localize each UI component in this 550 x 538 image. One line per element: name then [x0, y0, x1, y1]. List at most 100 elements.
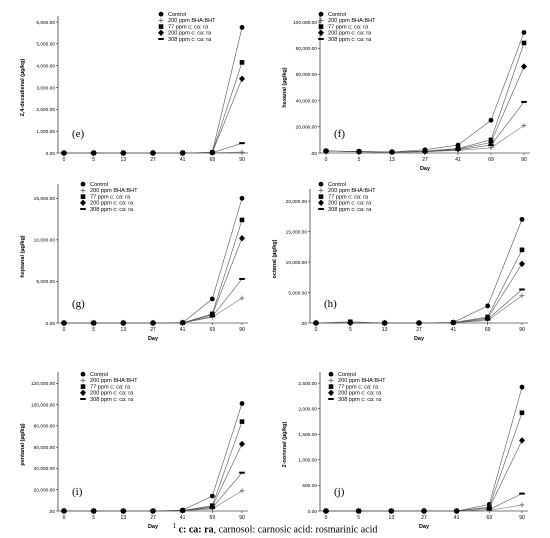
y-tick-label: 5,000.00 [288, 290, 307, 296]
legend-label-5: 308 ppm c: ca: ra [338, 397, 382, 403]
x-axis-label: Day [414, 336, 425, 342]
x-tick-label: 41 [180, 327, 186, 333]
y-tick-label: 20,000.00 [34, 488, 56, 494]
y-tick-label: 40,000.00 [34, 466, 56, 472]
x-tick-label: 5 [92, 327, 95, 333]
data-point-s5 [61, 322, 67, 324]
legend-label-4: 200 ppm c: ca: ra [90, 391, 134, 397]
y-tick-label: .00 [310, 151, 317, 157]
x-tick-label: 90 [239, 515, 245, 521]
series-line-1 [64, 27, 243, 154]
panel-label: (h) [324, 298, 337, 310]
x-tick-label: 13 [121, 327, 127, 333]
x-tick-label: 13 [389, 157, 395, 163]
y-tick-label: 1,000.00 [298, 458, 317, 464]
series-line-2 [316, 295, 523, 324]
chart-panel-6: 0.00 500.00 1,000.00 1,500.00 2,000.00 2,500.… [282, 371, 528, 530]
y-axis-label: 2,4-decadienal (µg/kg) [20, 59, 26, 117]
legend-label-2: 200 ppm BHA:BHT [328, 18, 376, 24]
x-tick-label: 13 [121, 515, 127, 521]
legend-label-3: 77 ppm c: ca: ra [168, 24, 209, 30]
x-tick-label: 13 [382, 327, 388, 333]
data-point-s4 [488, 139, 494, 146]
data-point-s5 [389, 151, 395, 154]
legend-marker-3 [80, 384, 86, 389]
legend-marker-3 [318, 24, 324, 29]
data-point-s5 [388, 510, 395, 512]
legend-label-3: 77 ppm c: ca: ra [90, 384, 131, 390]
data-point-s2 [239, 295, 245, 301]
series-line-3 [325, 42, 525, 153]
data-point-s5 [486, 508, 493, 511]
legend-marker-1 [318, 181, 324, 187]
y-tick-label: 40,000.00 [296, 98, 318, 104]
legend-label-1: Control [328, 182, 346, 188]
y-axis-label: octanal (µg/kg) [272, 239, 278, 278]
series-line-4 [326, 440, 523, 512]
data-point-s5 [381, 322, 388, 324]
series-line-4 [64, 238, 243, 324]
legend-marker-2 [80, 188, 86, 193]
legend-label-3: 77 ppm c: ca: ra [328, 194, 369, 200]
y-tick-label: 120,000.00 [31, 381, 55, 387]
y-tick-label: 2,000.00 [298, 406, 317, 412]
data-point-s5 [355, 510, 362, 512]
legend-label-1: Control [338, 372, 356, 378]
data-point-s1 [209, 296, 215, 302]
legend-marker-1 [80, 181, 86, 187]
x-tick-label: 0 [325, 515, 328, 521]
x-tick-label: 69 [210, 157, 216, 163]
data-point-s5 [239, 142, 245, 145]
x-tick-label: 90 [239, 157, 245, 163]
legend-marker-5 [80, 208, 86, 210]
legend-label-4: 200 ppm c: ca: ra [328, 201, 372, 207]
data-point-s5 [347, 322, 354, 324]
legend-marker-3 [158, 24, 164, 29]
legend-label-5: 308 ppm c: ca: ra [328, 207, 372, 213]
data-point-s1 [519, 216, 525, 222]
x-tick-label: 41 [180, 515, 186, 521]
y-tick-label: 15,000.00 [34, 196, 56, 202]
panel-label: (j) [334, 486, 345, 498]
data-point-s5 [61, 510, 67, 512]
x-tick-label: 13 [121, 157, 127, 163]
series-line-2 [64, 297, 243, 324]
legend-marker-1 [80, 371, 86, 377]
legend-marker-5 [158, 38, 164, 40]
x-tick-label: 27 [422, 157, 428, 163]
panel-label: (g) [72, 298, 85, 310]
legend-marker-4 [318, 199, 324, 206]
legend-marker-3 [80, 194, 86, 199]
data-point-s3 [239, 60, 245, 65]
data-point-s1 [519, 384, 525, 390]
y-tick-label: 0.00 [46, 151, 56, 157]
footnote-marker: 1 [172, 522, 177, 530]
legend-marker-2 [318, 18, 324, 23]
series-line-3 [315, 249, 523, 324]
legend-marker-2 [318, 188, 324, 193]
panel-label: (i) [72, 486, 83, 498]
legend-marker-4 [318, 29, 324, 36]
legend-label-2: 200 ppm BHA:BHT [90, 378, 138, 384]
footnote-text: , carnosol: carnosic acid: rosmarinic ac… [213, 524, 378, 536]
x-tick-label: 27 [416, 327, 422, 333]
legend-label-5: 308 ppm c: ca: ra [168, 37, 212, 43]
data-point-s5 [120, 510, 127, 512]
data-point-s5 [179, 321, 186, 324]
data-point-s3 [239, 217, 245, 223]
x-tick-label: 90 [519, 327, 525, 333]
x-axis-label: Day [148, 524, 159, 530]
data-point-s5 [150, 510, 156, 512]
x-tick-label: 27 [150, 157, 156, 163]
y-tick-label: 20,000.00 [296, 125, 318, 131]
data-point-s1 [209, 493, 215, 499]
legend-marker-4 [80, 389, 86, 396]
x-tick-label: 0 [63, 157, 66, 163]
chart-panel-4: .00 5,000.00 10,000.00 15,000.00 20,000.00 0 5… [272, 181, 528, 342]
data-point-s5 [209, 506, 216, 509]
data-point-s2 [239, 488, 245, 494]
x-tick-label: 90 [239, 327, 245, 333]
x-tick-label: 5 [92, 515, 95, 521]
x-tick-label: 90 [519, 515, 525, 521]
